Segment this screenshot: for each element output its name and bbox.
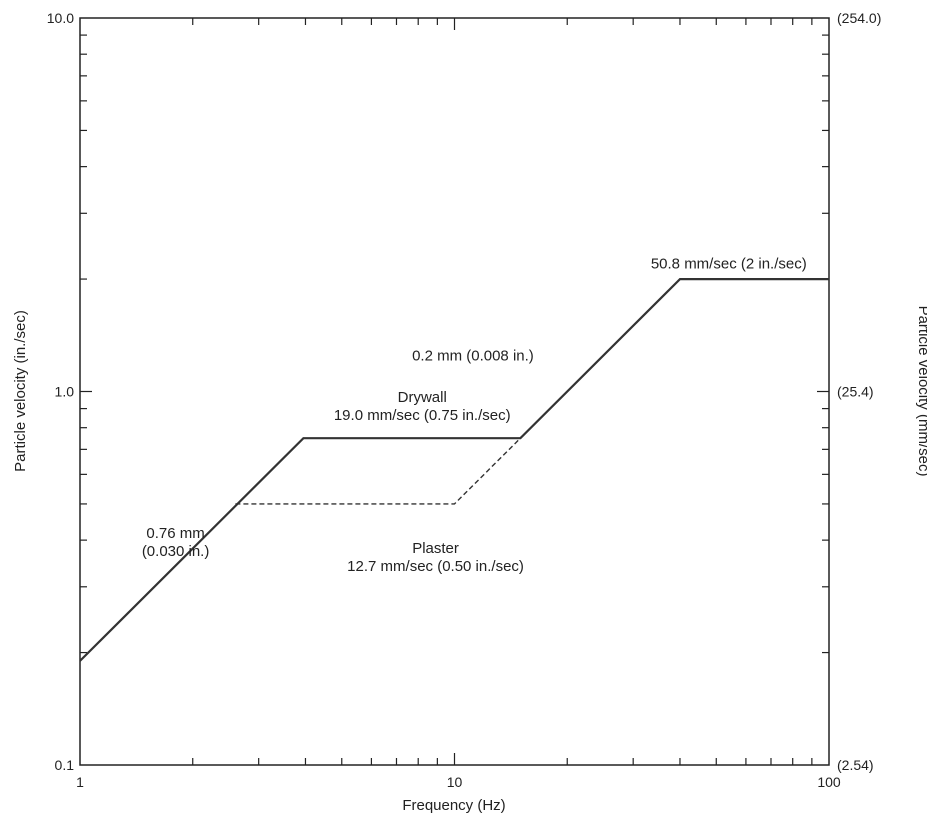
plot-frame <box>79 17 830 766</box>
y-axis-title-right: Particle velocity (mm/sec) <box>915 306 927 477</box>
x-axis-title: Frequency (Hz) <box>402 797 505 814</box>
y-tick-label-left: 1.0 <box>55 384 75 400</box>
annotation-label: 0.76 mm <box>146 525 204 542</box>
y-tick-label-left: 10.0 <box>47 10 74 26</box>
annotation-label: 12.7 mm/sec (0.50 in./sec) <box>347 558 524 575</box>
annotation-label: (0.030 in.) <box>142 543 210 560</box>
annotation-label: 50.8 mm/sec (2 in./sec) <box>651 256 807 273</box>
annotation-label: 19.0 mm/sec (0.75 in./sec) <box>334 407 511 424</box>
y-tick-label-right: (254.0) <box>837 10 881 26</box>
x-tick-label: 100 <box>817 774 841 790</box>
y-tick-label-right: (25.4) <box>837 384 874 400</box>
x-tick-labels: 1 10 100 <box>76 774 841 790</box>
x-tick-label: 10 <box>447 774 463 790</box>
x-tick-label: 1 <box>76 774 84 790</box>
y-tick-label-right: (2.54) <box>837 757 874 773</box>
series-line-drywall <box>79 278 829 662</box>
axis-ticks <box>80 18 829 765</box>
series-line-plaster <box>235 437 521 505</box>
annotation-label: 0.2 mm (0.008 in.) <box>412 347 534 364</box>
y-tick-labels-right: (2.54) (25.4) (254.0) <box>837 10 881 773</box>
annotation-label: Drywall <box>398 389 447 406</box>
series-group <box>79 278 829 662</box>
annotation-label: Plaster <box>412 540 459 557</box>
y-tick-label-left: 0.1 <box>55 757 75 773</box>
y-axis-title-left: Particle velocity (in./sec) <box>12 310 29 472</box>
y-tick-labels-left: 0.1 1.0 10.0 <box>47 10 74 773</box>
